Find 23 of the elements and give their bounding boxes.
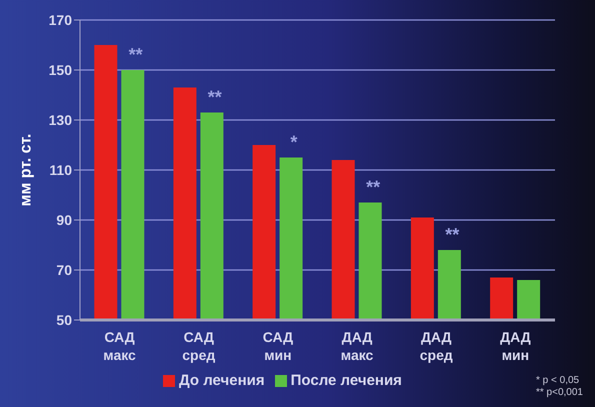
y-tick-label: 170 <box>48 12 72 28</box>
text: * p < 0,05 <box>536 375 580 387</box>
text: ** p<0,001 <box>536 387 583 399</box>
annotation: ** <box>128 44 143 64</box>
legend-label: До лечения <box>179 372 265 389</box>
legend-label: После лечения <box>290 372 402 389</box>
annotation: * <box>290 132 298 152</box>
y-axis-title: мм рт. ст. <box>18 134 35 206</box>
annotation: ** <box>208 86 222 107</box>
x-tick-label: ДАД мин <box>500 329 531 363</box>
y-tick-label: 50 <box>56 312 72 328</box>
y-tick-label: 70 <box>56 262 72 278</box>
x-tick-label: САД макс <box>103 329 136 363</box>
y-tick-label: 130 <box>48 112 72 128</box>
x-tick-label: САД мин <box>262 329 294 363</box>
y-tick-label: 110 <box>49 162 72 178</box>
x-tick-label: САД сред <box>182 329 216 363</box>
annotation: ** <box>445 224 460 244</box>
x-tick-label: ДАД сред <box>420 329 453 363</box>
y-tick-label: 90 <box>56 212 72 228</box>
x-tick-label: ДАД макс <box>340 329 374 363</box>
y-tick-label: 150 <box>48 62 72 78</box>
annotation: ** <box>366 176 380 197</box>
